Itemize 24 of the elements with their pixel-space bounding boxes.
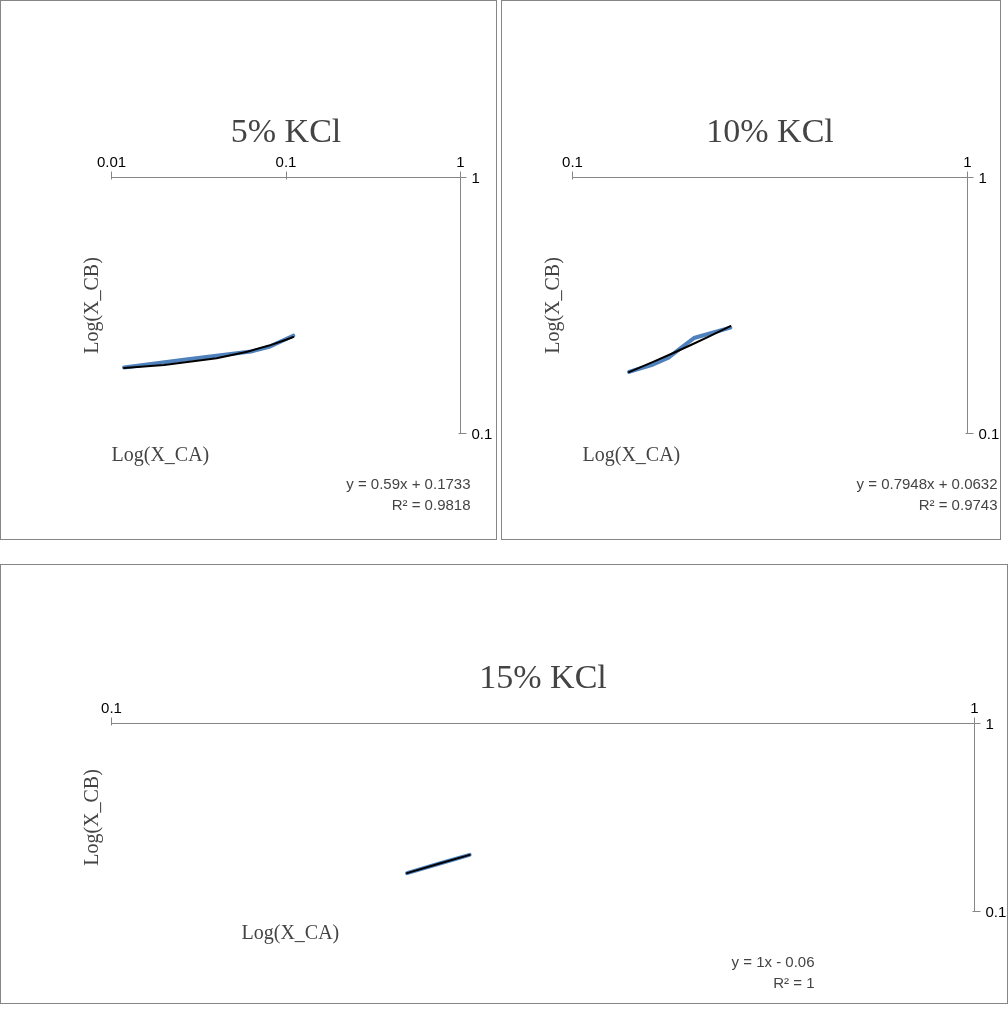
x-axis-title: Log(X_CA) [111,442,210,466]
y-axis-title: Log(X_CB) [79,769,103,866]
chart-title: 10% KCl [706,111,834,149]
text: R² = 0.9818 [391,495,471,513]
y-axis-title: Log(X_CB) [79,257,103,354]
x-tick-label: 1 [963,152,972,170]
y-axis-title: Log(X_CB) [540,257,564,354]
y-tick-label: 1 [985,714,994,732]
y-tick-label: 1 [978,168,987,186]
x-tick-label: 1 [456,152,465,170]
y-tick-label: 0.1 [978,424,1000,442]
x-tick-label: 0.01 [96,152,127,170]
x-tick-label: 0.1 [275,152,297,170]
text: y = 0.7948x + 0.0632 [856,474,998,492]
x-axis-title: Log(X_CA) [582,442,681,466]
text: R² = 0.9743 [918,495,998,513]
x-axis-title: Log(X_CA) [241,920,340,944]
text: R² = 1 [773,973,815,991]
text: y = 1x - 0.06 [731,952,815,970]
chart-title: 5% KCl [230,111,342,149]
y-tick-label: 0.1 [985,902,1007,920]
chart-title: 15% KCl [479,657,607,695]
text: y = 0.59x + 0.1733 [346,474,471,492]
x-tick-label: 0.1 [562,152,583,170]
